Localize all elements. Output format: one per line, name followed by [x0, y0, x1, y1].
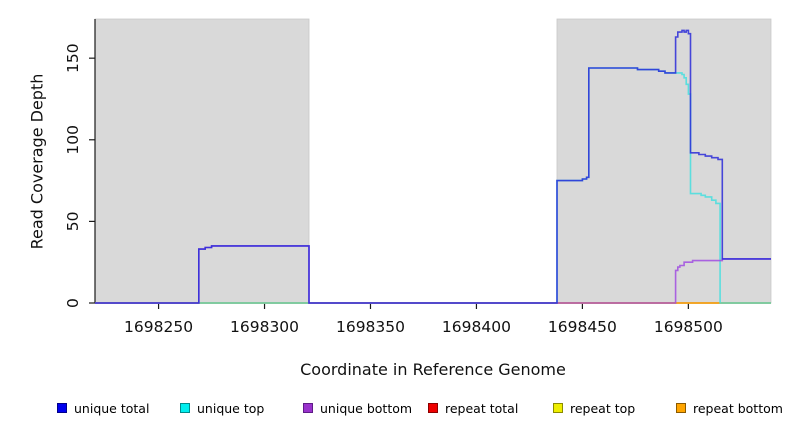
legend-label-repeat-bottom: repeat bottom [693, 400, 783, 416]
legend-label-unique-total: unique total [74, 400, 150, 416]
legend-swatch-repeat-top [553, 403, 563, 413]
svg-text:1698350: 1698350 [336, 318, 405, 336]
svg-text:0: 0 [64, 298, 82, 308]
legend-item-unique-total: unique total [57, 398, 149, 418]
svg-text:1698300: 1698300 [230, 318, 299, 336]
legend-label-unique-bottom: unique bottom [320, 400, 413, 416]
legend-swatch-unique-top [180, 403, 190, 413]
series-unique-total [95, 29, 771, 304]
coverage-plot-canvas: 1698250 1698300 1698350 1698400 1698450 16985… [64, 18, 772, 336]
legend-label-unique-top: unique top [197, 400, 265, 416]
svg-text:1698500: 1698500 [654, 318, 723, 336]
legend-label-repeat-total: repeat total [445, 400, 519, 416]
svg-text:1698400: 1698400 [442, 318, 511, 336]
legend-item-repeat-total: repeat total [428, 398, 518, 418]
legend-swatch-unique-bottom [303, 403, 313, 413]
legend: unique total unique top unique bottom re… [0, 398, 792, 422]
x-axis-title: Coordinate in Reference Genome [300, 360, 566, 379]
legend-item-repeat-bottom: repeat bottom [676, 398, 783, 418]
legend-item-unique-top: unique top [180, 398, 264, 418]
svg-text:1698450: 1698450 [548, 318, 617, 336]
legend-label-repeat-top: repeat top [570, 400, 636, 416]
legend-swatch-unique-total [57, 403, 67, 413]
svg-text:50: 50 [64, 212, 82, 232]
legend-item-unique-bottom: unique bottom [303, 398, 412, 418]
svg-text:1698250: 1698250 [124, 318, 193, 336]
legend-swatch-repeat-total [428, 403, 438, 413]
svg-text:100: 100 [64, 125, 82, 155]
svg-text:150: 150 [64, 43, 82, 73]
y-axis-title: Read Coverage Depth [27, 73, 47, 250]
legend-item-repeat-top: repeat top [553, 398, 635, 418]
legend-swatch-repeat-bottom [676, 403, 686, 413]
